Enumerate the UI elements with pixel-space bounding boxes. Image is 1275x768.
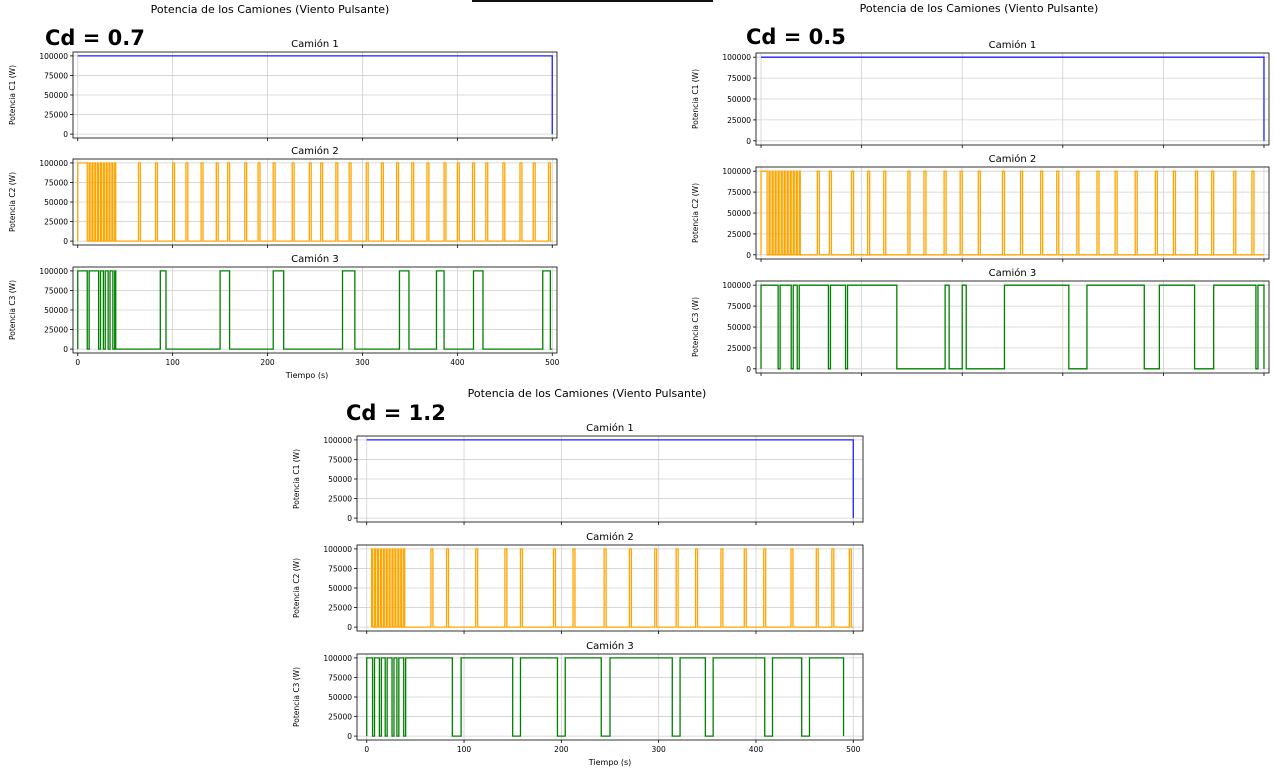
x-axis-label: Tiempo (s) [285,371,329,380]
y-tick-label: 75000 [44,71,68,80]
y-tick-label: 100000 [323,654,352,663]
series-line [77,270,553,350]
y-tick-label: 50000 [44,91,68,100]
y-tick-label: 0 [347,514,352,523]
y-tick-label: 75000 [727,302,751,311]
y-tick-label: 0 [347,732,352,741]
y-tick-label: 25000 [727,116,751,125]
y-tick-label: 0 [746,365,751,374]
y-tick-label: 25000 [44,326,68,335]
x-tick-label: 100 [457,745,472,754]
series-line [77,162,553,242]
subplot-title: Camión 2 [586,531,634,543]
x-tick-label: 400 [450,358,465,367]
subplot-title: Camión 2 [989,153,1037,165]
x-tick-label: 0 [75,358,80,367]
series-line [366,439,854,519]
y-tick-label: 75000 [44,178,68,187]
x-tick-label: 500 [846,745,861,754]
x-tick-label: 100 [165,358,180,367]
y-tick-label: 100000 [722,281,751,290]
y-tick-label: 0 [746,137,751,146]
y-axis-label: Potencia C3 (W) [292,667,301,727]
y-tick-label: 25000 [44,111,68,120]
y-tick-label: 50000 [727,323,751,332]
cd-label: Cd = 0.7 [45,26,145,50]
y-tick-label: 0 [63,237,68,246]
y-tick-label: 0 [746,251,751,260]
y-axis-label: Potencia C3 (W) [691,297,700,357]
subplot-title: Camión 2 [291,145,339,157]
y-tick-label: 75000 [44,286,68,295]
series-line [77,55,553,135]
y-tick-label: 25000 [328,495,352,504]
y-tick-label: 50000 [328,475,352,484]
cd-label: Cd = 0.5 [746,25,846,49]
y-tick-label: 50000 [727,209,751,218]
y-tick-label: 100000 [722,167,751,176]
x-tick-label: 300 [651,745,666,754]
figure-title: Potencia de los Camiones (Viento Pulsant… [151,3,390,16]
x-axis-label: Tiempo (s) [588,758,632,767]
y-tick-label: 75000 [328,455,352,464]
subplot-title: Camión 3 [989,267,1037,279]
y-tick-label: 25000 [727,230,751,239]
series-line [761,56,1265,141]
subplot-title: Camión 1 [989,39,1037,51]
top-edge-strip [472,0,713,2]
y-axis-label: Potencia C3 (W) [8,280,17,340]
y-tick-label: 0 [63,130,68,139]
y-tick-label: 100000 [39,267,68,276]
y-tick-label: 75000 [727,188,751,197]
y-tick-label: 100000 [323,436,352,445]
y-tick-label: 0 [63,345,68,354]
y-tick-label: 25000 [44,218,68,227]
figure-title: Potencia de los Camiones (Viento Pulsant… [860,2,1099,15]
y-axis-label: Potencia C1 (W) [8,65,17,125]
y-axis-label: Potencia C2 (W) [8,172,17,232]
y-tick-label: 50000 [44,198,68,207]
y-tick-label: 75000 [328,564,352,573]
y-axis-label: Potencia C2 (W) [292,558,301,618]
y-tick-label: 0 [347,623,352,632]
series-line [760,170,1264,256]
subplot-title: Camión 1 [586,422,634,434]
series-line [370,548,854,628]
subplot-title: Camión 3 [291,253,339,265]
y-axis-label: Potencia C1 (W) [292,449,301,509]
x-tick-label: 300 [355,358,370,367]
y-tick-label: 75000 [727,74,751,83]
y-axis-label: Potencia C1 (W) [691,69,700,129]
y-tick-label: 25000 [727,344,751,353]
cd-label: Cd = 1.2 [346,401,446,425]
x-tick-label: 0 [364,745,369,754]
y-tick-label: 50000 [328,584,352,593]
y-axis-label: Potencia C2 (W) [691,183,700,243]
x-tick-label: 200 [260,358,275,367]
y-tick-label: 25000 [328,713,352,722]
y-tick-label: 50000 [328,693,352,702]
y-tick-label: 75000 [328,673,352,682]
y-tick-label: 25000 [328,604,352,613]
y-tick-label: 100000 [323,545,352,554]
subplot-title: Camión 3 [586,640,634,652]
x-tick-label: 400 [749,745,764,754]
x-tick-label: 200 [554,745,569,754]
y-tick-label: 50000 [727,95,751,104]
subplot-title: Camión 1 [291,38,339,50]
x-tick-label: 500 [545,358,560,367]
figure-title: Potencia de los Camiones (Viento Pulsant… [468,387,707,400]
y-tick-label: 100000 [39,52,68,61]
series-line [366,657,845,737]
y-tick-label: 50000 [44,306,68,315]
y-tick-label: 100000 [39,159,68,168]
y-tick-label: 100000 [722,53,751,62]
series-line [760,284,1265,370]
